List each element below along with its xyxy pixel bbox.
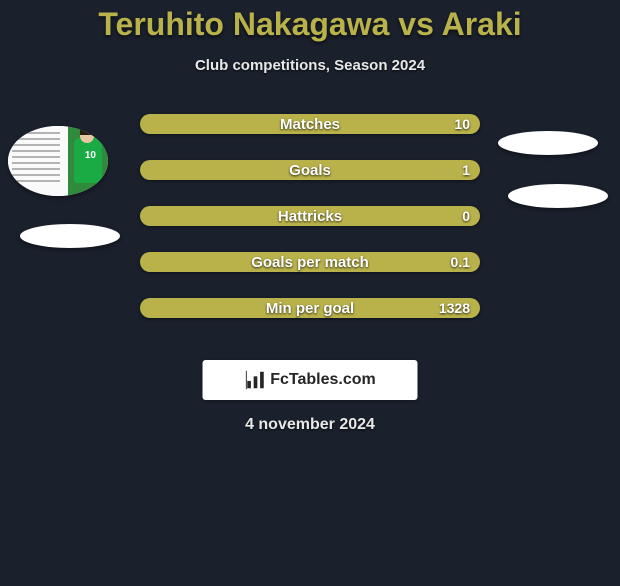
player-right-blank-pill (498, 131, 598, 155)
metric-label: Min per goal (266, 300, 354, 317)
metric-row: Min per goal 1328 (0, 298, 620, 318)
metric-label: Goals per match (251, 254, 369, 271)
player-right-blank-pill (508, 184, 608, 208)
stats-sheet-overlay (8, 126, 68, 196)
player-left-photo: 10 (8, 126, 108, 196)
jersey-number: 10 (85, 150, 96, 161)
player-left-blank-pill (20, 224, 120, 248)
value-left: 0.1 (451, 254, 470, 270)
value-left: 1 (462, 162, 470, 178)
page-subtitle: Club competitions, Season 2024 (0, 57, 620, 74)
metric-label: Goals (289, 162, 331, 179)
fctables-logo: FcTables.com (203, 360, 418, 400)
value-left: 0 (462, 208, 470, 224)
snapshot-date: 4 november 2024 (0, 416, 620, 434)
hair (80, 127, 94, 135)
bar-chart-icon (244, 369, 266, 391)
value-left: 10 (454, 116, 470, 132)
metric-label: Matches (280, 116, 340, 133)
metric-label: Hattricks (278, 208, 342, 225)
metric-row: Goals per match 0.1 (0, 252, 620, 272)
logo-text: FcTables.com (270, 371, 376, 389)
metric-row: Hattricks 0 (0, 206, 620, 226)
value-left: 1328 (439, 300, 470, 316)
page-title: Teruhito Nakagawa vs Araki (0, 6, 620, 43)
